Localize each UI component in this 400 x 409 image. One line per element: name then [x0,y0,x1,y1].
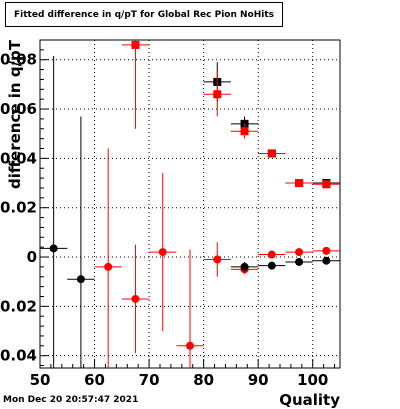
circle-marker [104,262,113,271]
x-tick-label: 90 [248,371,269,389]
circle-data-point [258,250,286,259]
square-marker [240,127,249,136]
square-data-point [285,179,313,188]
square-data-point [230,123,259,139]
circle-marker [322,256,331,265]
axis-ticks [39,39,336,368]
circle-marker [322,246,331,255]
circle-data-point [285,248,313,257]
x-axis-title: Quality [279,391,340,409]
circle-marker [267,261,276,270]
timestamp: Mon Dec 20 20:57:47 2021 [3,395,139,405]
circle-marker [295,257,304,266]
circle-marker [186,341,194,350]
circle-data-point [40,56,68,368]
square-marker [295,179,304,188]
circle-marker [213,255,222,264]
y-tick-label: 0.08 [0,51,37,69]
circle-data-point [149,173,177,332]
circle-data-point [258,261,286,270]
chart-title: Fitted difference in q/pT for Global Rec… [14,10,274,20]
square-data-point [312,180,340,189]
circle-marker [240,262,249,271]
tick-labels: 50 60 70 80 90 100 0.08 0.06 0.04 0.02 0 -0.02 -0.04 [0,51,328,389]
square-marker [267,149,276,158]
data-points [40,40,340,368]
x-tick-label: 80 [193,371,214,389]
circle-marker [158,248,167,257]
circle-data-point [312,256,340,265]
square-data-point [203,72,231,117]
x-tick-label: 60 [84,371,105,389]
circle-data-point [94,148,122,368]
y-tick-label: 0.06 [0,100,37,118]
circle-marker [267,250,276,259]
square-marker [213,90,222,99]
square-data-point [258,149,286,158]
y-tick-label: -0.04 [0,347,37,365]
circle-marker [76,275,85,284]
circle-data-point [312,246,340,255]
x-tick-label: 50 [30,371,51,389]
square-marker [131,40,140,49]
circle-marker [295,248,304,257]
y-tick-label: 0.02 [0,199,37,217]
x-tick-label: 100 [297,371,328,389]
y-tick-label: -0.02 [0,297,37,315]
x-tick-label: 70 [139,371,160,389]
y-tick-label: 0.04 [0,149,37,167]
circle-data-point [121,244,150,354]
circle-data-point [176,249,204,368]
circle-data-point [230,261,259,272]
title-box: Fitted difference in q/pT for Global Rec… [5,2,283,27]
square-data-point [121,40,150,129]
square-marker [322,180,331,189]
circle-marker [131,294,140,303]
y-axis-title: difference in q/pT [6,39,24,189]
y-tick-label: 0 [27,248,37,266]
circle-marker [49,244,58,253]
circle-data-point [285,257,313,266]
circle-data-point [67,116,95,368]
circle-data-point [203,242,231,277]
